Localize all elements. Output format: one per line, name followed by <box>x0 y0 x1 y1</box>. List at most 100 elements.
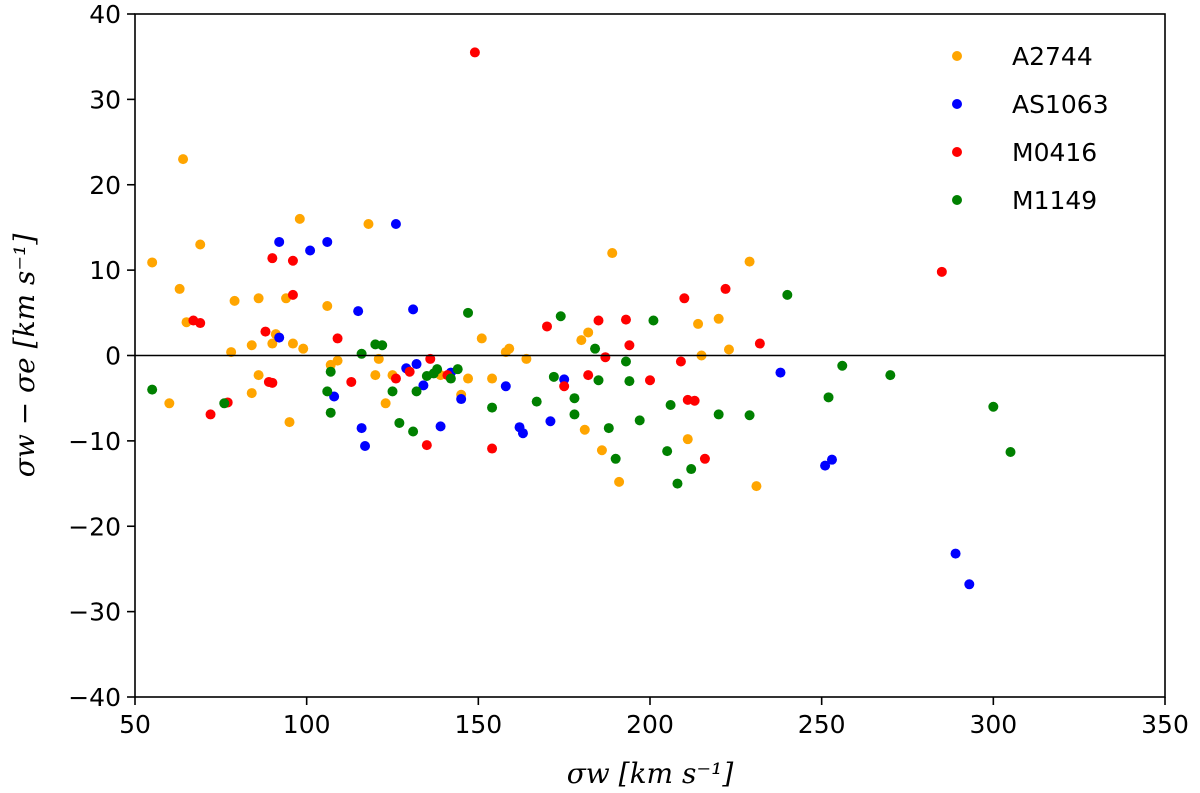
data-point <box>380 398 391 409</box>
y-tick-label: 30 <box>89 85 121 114</box>
y-tick-label: −20 <box>68 512 121 541</box>
data-point <box>332 333 343 344</box>
data-point <box>820 460 831 471</box>
data-point <box>531 396 542 407</box>
data-point <box>322 236 333 247</box>
legend-label: AS1063 <box>1012 90 1109 119</box>
data-point <box>411 386 422 397</box>
data-point <box>325 407 336 418</box>
data-point <box>463 307 474 318</box>
data-point <box>404 366 415 377</box>
data-point <box>322 386 333 397</box>
data-point <box>178 154 189 165</box>
data-point <box>174 283 185 294</box>
data-point <box>487 402 498 413</box>
legend: A2744 AS1063 M0416 M1149 <box>952 42 1109 215</box>
data-point <box>325 366 336 377</box>
data-point <box>545 416 556 427</box>
data-point <box>356 423 367 434</box>
data-point <box>373 353 384 364</box>
data-point <box>662 446 673 457</box>
x-tick-label: 350 <box>1141 710 1189 739</box>
data-point <box>593 315 604 326</box>
data-point <box>682 434 693 445</box>
data-point <box>634 415 645 426</box>
data-point <box>593 375 604 386</box>
data-point <box>408 304 419 315</box>
data-point <box>775 367 786 378</box>
data-point <box>679 293 690 304</box>
y-axis-ticks: −40 −30 −20 −10 0 10 20 30 40 <box>68 0 135 712</box>
data-point <box>408 426 419 437</box>
data-point <box>390 373 401 384</box>
data-point <box>411 359 422 370</box>
data-point <box>147 384 158 395</box>
data-point <box>569 409 580 420</box>
data-point <box>346 376 357 387</box>
data-point <box>390 219 401 230</box>
data-point <box>284 417 295 428</box>
data-point <box>356 348 367 359</box>
data-point <box>521 353 532 364</box>
data-point <box>837 360 848 371</box>
data-point <box>782 289 793 300</box>
data-point <box>476 333 487 344</box>
data-point <box>267 377 278 388</box>
data-point <box>542 321 552 332</box>
data-point <box>699 453 710 464</box>
data-point <box>425 353 436 364</box>
legend-label: A2744 <box>1012 42 1093 71</box>
data-point <box>645 375 655 386</box>
data-point <box>600 352 611 363</box>
data-point <box>469 47 480 58</box>
data-point <box>298 343 309 354</box>
y-tick-label: 20 <box>89 171 121 200</box>
y-tick-label: 0 <box>105 342 121 371</box>
data-point <box>394 417 405 428</box>
data-point <box>195 318 206 329</box>
data-point <box>672 478 683 489</box>
data-point <box>964 579 975 590</box>
data-point <box>504 343 515 354</box>
data-point <box>744 256 755 267</box>
data-point <box>723 344 734 355</box>
x-axis-ticks: 50 100 150 200 250 300 350 <box>119 697 1189 739</box>
data-point <box>363 219 374 230</box>
data-point <box>620 314 631 325</box>
data-point <box>305 245 316 256</box>
data-point <box>517 428 528 439</box>
x-tick-label: 100 <box>283 710 331 739</box>
data-points <box>147 47 1016 590</box>
data-point <box>620 356 631 367</box>
data-point <box>253 293 264 304</box>
data-point <box>675 356 686 367</box>
data-point <box>713 409 724 420</box>
data-point <box>445 373 456 384</box>
data-point <box>418 380 429 391</box>
data-point <box>360 440 371 451</box>
y-axis-label: σw − σe [km s⁻¹] <box>8 234 41 478</box>
data-point <box>579 424 590 435</box>
data-point <box>287 289 298 300</box>
data-point <box>219 398 230 409</box>
data-point <box>751 481 762 492</box>
data-point <box>624 376 635 387</box>
x-tick-label: 150 <box>454 710 502 739</box>
data-point <box>195 239 206 250</box>
data-point <box>164 398 175 409</box>
legend-label: M0416 <box>1012 138 1097 167</box>
legend-marker <box>952 99 962 109</box>
data-point <box>387 386 398 397</box>
data-point <box>370 370 381 381</box>
data-point <box>686 464 697 475</box>
data-point <box>648 315 659 326</box>
data-point <box>713 313 724 324</box>
data-point <box>229 295 240 306</box>
data-point <box>267 253 278 264</box>
y-tick-label: −40 <box>68 683 121 712</box>
data-point <box>287 338 298 349</box>
data-point <box>559 381 570 392</box>
data-point <box>294 213 305 224</box>
data-point <box>463 373 474 384</box>
x-tick-label: 200 <box>626 710 674 739</box>
